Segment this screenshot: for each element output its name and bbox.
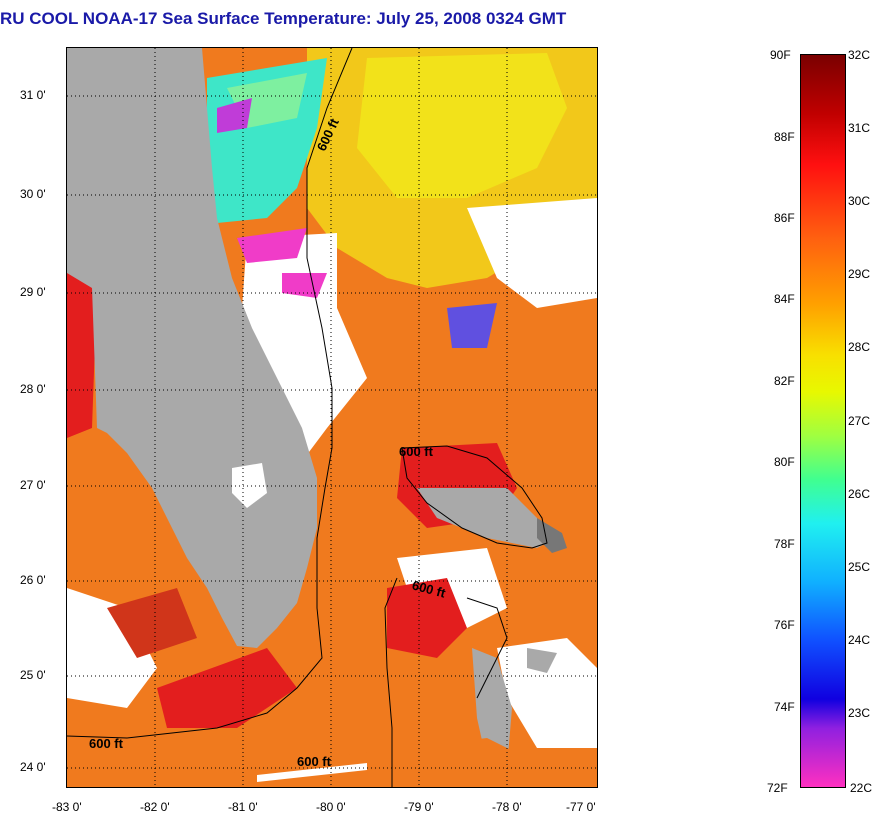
bahamas-land-1 <box>417 488 557 548</box>
colorbar-f-label: 90F <box>770 48 791 62</box>
sst-magenta-patch-1 <box>237 228 307 263</box>
y-tick-label: 30 0' <box>20 187 46 201</box>
x-tick-label: -80 0' <box>316 800 346 814</box>
y-tick-label: 28 0' <box>20 382 46 396</box>
x-tick-label: -82 0' <box>140 800 170 814</box>
contour-line-600ft-bahamas <box>401 445 548 549</box>
colorbar-f-label: 86F <box>774 211 795 225</box>
cloud-region-5 <box>67 588 157 708</box>
colorbar-gradient <box>801 55 845 787</box>
sst-magenta-patch-2 <box>282 273 327 298</box>
sst-map: 600 ft 600 ft 600 ft 600 ft 600 ft <box>66 47 598 788</box>
contour-line-600ft-andros <box>466 597 508 699</box>
sst-red-west-coast <box>67 273 97 438</box>
sst-blue-patch <box>447 303 497 348</box>
contour-label: 600 ft <box>399 444 434 459</box>
sst-yellow-core <box>357 53 567 198</box>
bahamas-land-3 <box>527 648 557 673</box>
colorbar-f-label: 78F <box>774 537 795 551</box>
colorbar-f-label: 88F <box>774 130 795 144</box>
contour-line-600ft-florida <box>67 48 353 739</box>
sst-red-region-2 <box>387 578 467 658</box>
y-tick-label: 29 0' <box>20 285 46 299</box>
lake-okeechobee <box>232 463 267 508</box>
x-tick-label: -83 0' <box>52 800 82 814</box>
y-tick-label: 26 0' <box>20 573 46 587</box>
y-tick-label: 25 0' <box>20 668 46 682</box>
contour-line-600ft-straits <box>384 577 398 787</box>
colorbar-c-label: 29C <box>848 267 871 281</box>
sst-red-region-4 <box>107 588 197 658</box>
colorbar-c-label: 25C <box>848 560 871 574</box>
contour-label: 600 ft <box>297 754 332 769</box>
x-tick-label: -77 0' <box>566 800 596 814</box>
colorbar-f-label: 84F <box>774 292 795 306</box>
colorbar-c-label: 28C <box>848 340 871 354</box>
graticule <box>67 48 597 787</box>
colorbar-f-label: 80F <box>774 455 795 469</box>
colorbar-f-label: 82F <box>774 374 795 388</box>
colorbar-c-label: 31C <box>848 121 871 135</box>
andros-island <box>472 648 512 768</box>
sst-map-canvas: 600 ft 600 ft 600 ft 600 ft 600 ft <box>67 48 597 787</box>
colorbar-c-label: 23C <box>848 706 871 720</box>
colorbar-f-label: 72F <box>767 781 788 795</box>
map-title: RU COOL NOAA-17 Sea Surface Temperature:… <box>0 9 567 28</box>
colorbar-f-label: 74F <box>774 700 795 714</box>
x-tick-label: -81 0' <box>228 800 258 814</box>
y-tick-label: 27 0' <box>20 478 46 492</box>
y-tick-label: 31 0' <box>20 88 46 102</box>
x-tick-label: -78 0' <box>492 800 522 814</box>
colorbar-c-label: 27C <box>848 414 871 428</box>
y-tick-label: 24 0' <box>20 760 46 774</box>
colorbar-c-label: 22C <box>850 781 873 795</box>
contour-label: 600 ft <box>89 736 124 751</box>
x-tick-label: -79 0' <box>404 800 434 814</box>
temperature-colorbar <box>800 54 846 788</box>
colorbar-c-label: 24C <box>848 633 871 647</box>
colorbar-c-label: 30C <box>848 194 871 208</box>
colorbar-c-label: 32C <box>848 48 871 62</box>
cloud-region-4 <box>497 638 597 748</box>
colorbar-f-label: 76F <box>774 618 795 632</box>
colorbar-c-label: 26C <box>848 487 871 501</box>
cloud-region-2 <box>467 198 597 308</box>
sst-red-region-3 <box>157 648 297 728</box>
